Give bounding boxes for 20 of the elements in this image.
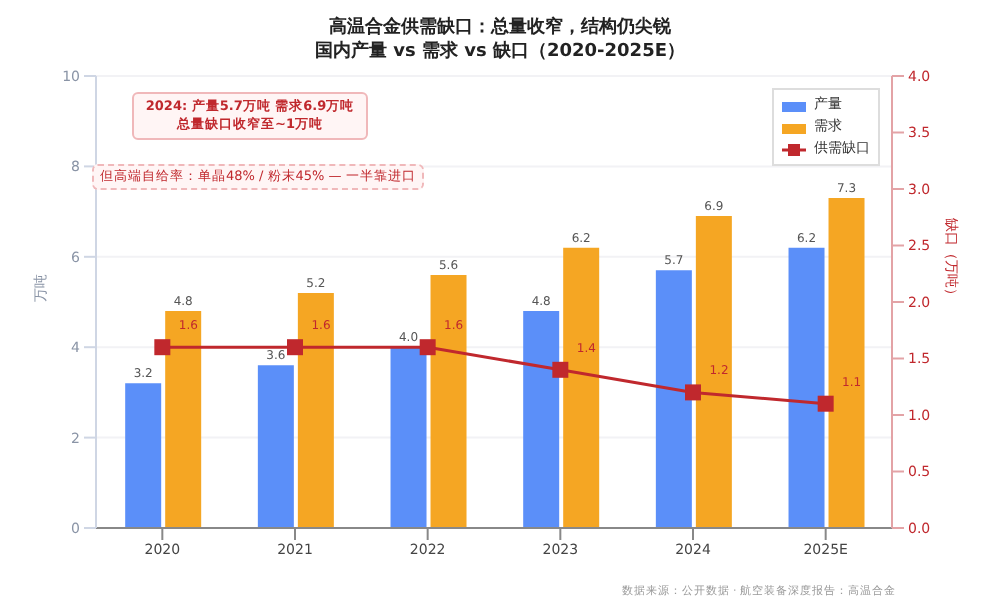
- bar: [165, 311, 202, 528]
- point: [552, 361, 569, 378]
- bar: [695, 216, 732, 528]
- chart-subtitle: 国内产量 vs 需求 vs 缺口（2020-2025E）: [313, 40, 687, 64]
- bar: [390, 347, 427, 528]
- bar: [430, 274, 467, 528]
- point: [817, 395, 834, 412]
- bar: [257, 365, 294, 528]
- bar: [788, 247, 825, 528]
- bar: [563, 247, 600, 528]
- point: [287, 339, 303, 356]
- bar: [828, 198, 865, 528]
- point: [419, 339, 436, 356]
- point: [154, 339, 171, 356]
- bar: [297, 292, 334, 528]
- bar: [523, 311, 560, 528]
- bar: [125, 383, 162, 528]
- point: [685, 384, 701, 401]
- chart-title: 高温合金供需缺口：总量收窄，结构仍尖锐: [327, 16, 673, 40]
- bar: [655, 270, 692, 528]
